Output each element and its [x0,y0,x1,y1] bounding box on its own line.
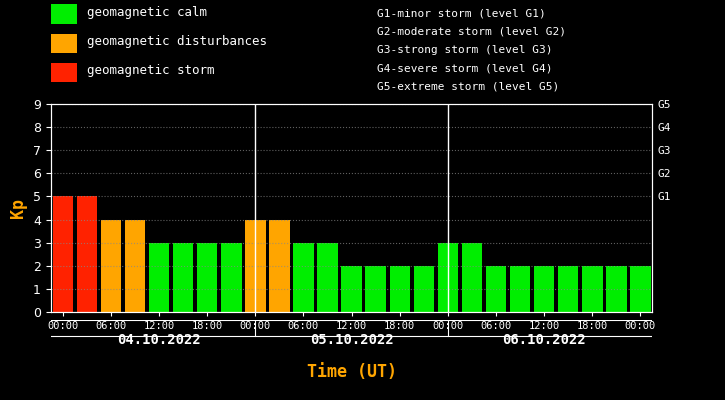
Bar [534,266,555,312]
Bar [486,266,506,312]
Bar [221,243,241,312]
Text: geomagnetic storm: geomagnetic storm [87,64,214,77]
Bar [582,266,602,312]
Bar [149,243,170,312]
Text: 05.10.2022: 05.10.2022 [310,333,394,347]
Text: 04.10.2022: 04.10.2022 [117,333,201,347]
Text: G4-severe storm (level G4): G4-severe storm (level G4) [377,64,552,74]
Bar [52,196,73,312]
Y-axis label: Kp: Kp [9,198,28,218]
Bar [77,196,97,312]
Bar [438,243,458,312]
Bar [630,266,651,312]
Bar [125,220,145,312]
Bar [173,243,194,312]
Bar [101,220,121,312]
Bar [510,266,531,312]
Bar [365,266,386,312]
FancyBboxPatch shape [51,62,77,82]
Text: geomagnetic disturbances: geomagnetic disturbances [87,35,267,48]
Bar [293,243,314,312]
Bar [462,243,482,312]
Bar [318,243,338,312]
Text: G5-extreme storm (level G5): G5-extreme storm (level G5) [377,82,559,92]
Bar [269,220,290,312]
Bar [558,266,579,312]
Text: 06.10.2022: 06.10.2022 [502,333,586,347]
FancyBboxPatch shape [51,4,77,24]
FancyBboxPatch shape [51,34,77,53]
Text: geomagnetic calm: geomagnetic calm [87,6,207,19]
Bar [389,266,410,312]
Text: G1-minor storm (level G1): G1-minor storm (level G1) [377,8,546,18]
Text: Time (UT): Time (UT) [307,363,397,381]
Bar [197,243,218,312]
Bar [245,220,265,312]
Text: G3-strong storm (level G3): G3-strong storm (level G3) [377,45,552,55]
Bar [413,266,434,312]
Text: G2-moderate storm (level G2): G2-moderate storm (level G2) [377,26,566,36]
Bar [341,266,362,312]
Bar [606,266,626,312]
